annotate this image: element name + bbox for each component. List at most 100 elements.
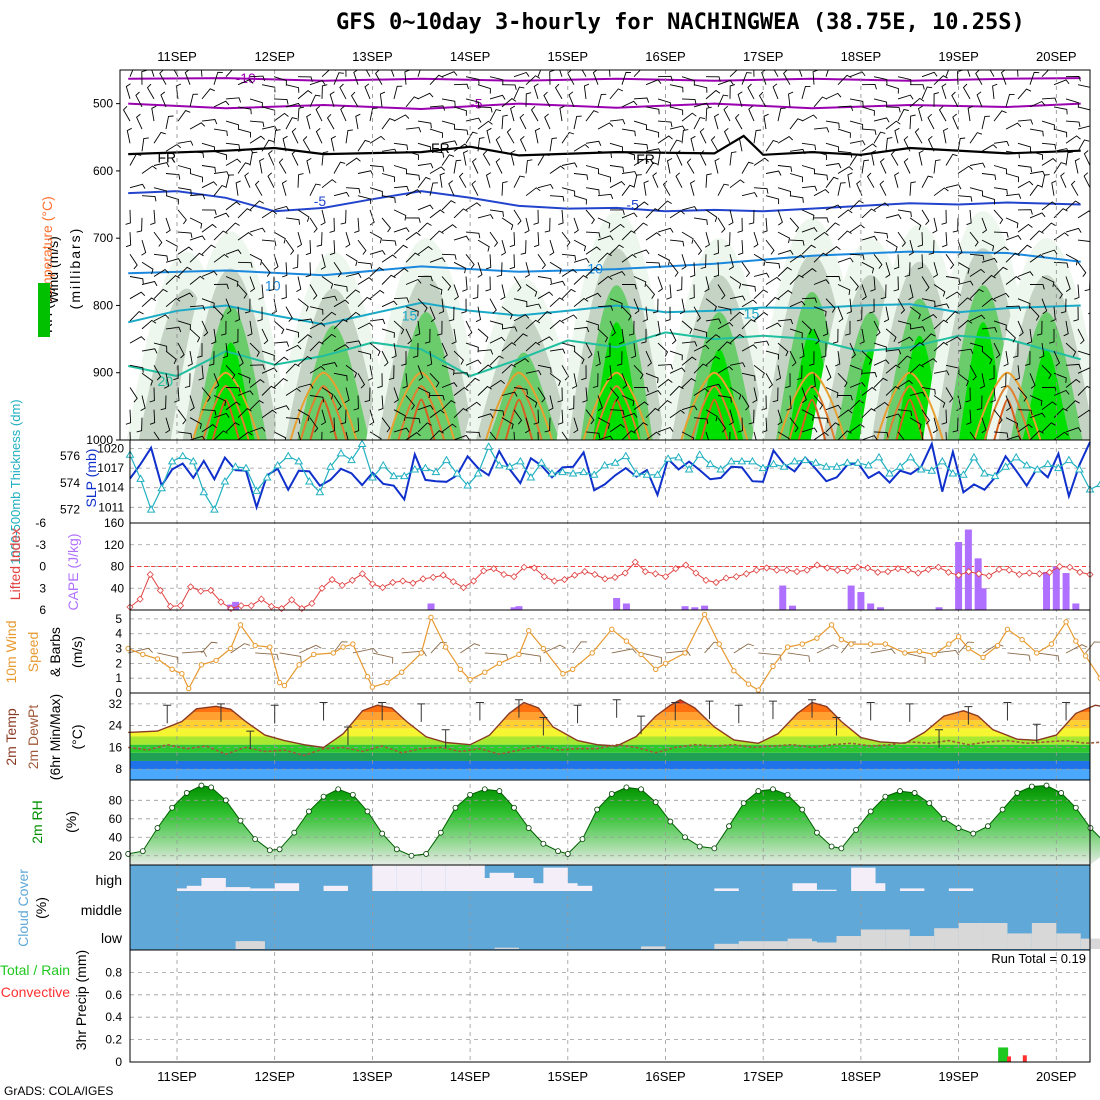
wind10m-point-52 bbox=[838, 636, 845, 643]
wind-barb bbox=[952, 113, 959, 130]
wind-barb bbox=[273, 341, 290, 347]
ua-y-tick-2: 700 bbox=[93, 231, 113, 245]
thickness-marker-71 bbox=[874, 452, 884, 461]
wind-barb bbox=[630, 343, 637, 359]
wind-barb bbox=[873, 98, 888, 108]
wind-barb bbox=[705, 431, 710, 440]
wind-barb bbox=[225, 249, 242, 255]
thickness-marker-40 bbox=[547, 468, 557, 477]
wind10m-barb-58 bbox=[934, 650, 960, 656]
wind-barb bbox=[465, 131, 478, 144]
wind-barb bbox=[177, 110, 191, 122]
wind-barb bbox=[597, 275, 613, 285]
li-marker-12 bbox=[247, 602, 255, 610]
temp-minmax-bar-16 bbox=[705, 700, 714, 720]
wind-barb bbox=[825, 204, 842, 211]
wind10m-point-23 bbox=[418, 650, 424, 656]
wind-barb bbox=[825, 70, 829, 77]
thickness-marker-50 bbox=[653, 470, 662, 478]
li-marker-20 bbox=[328, 575, 336, 584]
thickness-marker-88 bbox=[1053, 463, 1063, 472]
thickness-marker-68 bbox=[842, 458, 852, 466]
wind-barb bbox=[405, 96, 419, 108]
wind-barb bbox=[417, 204, 434, 211]
wind-barb bbox=[549, 297, 565, 308]
ua-ylabel-temperature: Temperature (°C) bbox=[39, 196, 55, 304]
wind-barb bbox=[933, 159, 941, 174]
wind-barb bbox=[377, 373, 383, 389]
wind-barb bbox=[1005, 217, 1019, 229]
wind-barb bbox=[657, 227, 674, 233]
wind-barb bbox=[309, 341, 324, 352]
wind-barb bbox=[941, 409, 947, 425]
wind-barb bbox=[357, 261, 373, 269]
wind-barb bbox=[861, 83, 877, 90]
wind-barb bbox=[489, 379, 505, 388]
wind-barb bbox=[1089, 431, 1090, 433]
wind-barb bbox=[153, 131, 166, 144]
wind10m-point-49 bbox=[799, 641, 805, 647]
wind-barb bbox=[737, 217, 743, 233]
wind-barb bbox=[729, 311, 745, 322]
wind-barb bbox=[1070, 180, 1079, 196]
ua-rh-legend-swatch bbox=[38, 283, 50, 337]
wind-barb bbox=[957, 165, 973, 174]
wind-barb bbox=[741, 344, 758, 352]
cape-bar-23 bbox=[1062, 573, 1070, 610]
wind-barb bbox=[173, 70, 179, 77]
wind-barb bbox=[417, 246, 433, 255]
temp-minmax-bar-19 bbox=[808, 699, 817, 718]
wind-barb bbox=[1063, 320, 1069, 337]
temp-minmax-bar-12 bbox=[573, 704, 582, 724]
isotherm-label-11: 20 bbox=[157, 373, 173, 389]
wind-barb bbox=[967, 105, 973, 122]
cape-bar-11 bbox=[789, 605, 797, 610]
wind-barb bbox=[357, 322, 374, 330]
wind-barb bbox=[513, 314, 530, 322]
wind-barb bbox=[777, 249, 794, 255]
wind-barb bbox=[141, 70, 147, 85]
wind-barb bbox=[729, 387, 742, 400]
li-marker-67 bbox=[803, 566, 811, 574]
wind-barb bbox=[261, 328, 269, 345]
wind-barb bbox=[1083, 150, 1090, 166]
li-marker-33 bbox=[459, 583, 468, 592]
wind-barb bbox=[485, 172, 492, 188]
wind-barb bbox=[917, 105, 924, 122]
wind-barb bbox=[705, 209, 718, 223]
thickness-marker-5 bbox=[178, 451, 188, 460]
x-label-bottom-6: 17SEP bbox=[743, 1069, 783, 1084]
wind-barb bbox=[201, 244, 216, 255]
wind-barb bbox=[753, 431, 757, 440]
wind-barb bbox=[693, 239, 703, 255]
thickness-marker-19 bbox=[326, 462, 335, 470]
wind-barb bbox=[501, 342, 517, 352]
wind-barb bbox=[1029, 306, 1040, 321]
wind-barb bbox=[777, 165, 793, 172]
wind-barb bbox=[689, 262, 696, 278]
wind-barb bbox=[676, 276, 683, 292]
wind-barb bbox=[259, 158, 265, 174]
wind-barb bbox=[559, 70, 563, 77]
wind-barb bbox=[808, 351, 815, 366]
wind-barb bbox=[693, 306, 701, 322]
wind10m-point-13 bbox=[281, 682, 288, 689]
wind-barb bbox=[234, 306, 240, 322]
wind-barb bbox=[993, 431, 1009, 439]
wind-barb bbox=[249, 75, 266, 82]
wind-barb bbox=[914, 128, 923, 144]
wind-barb bbox=[945, 311, 960, 322]
wind-barb bbox=[402, 373, 408, 389]
li-marker-88 bbox=[1015, 570, 1023, 579]
wind-barb bbox=[909, 97, 925, 108]
wind-barb bbox=[825, 163, 842, 169]
wind-barb bbox=[903, 136, 911, 152]
wind-barb bbox=[401, 351, 407, 366]
wind10m-barb-26 bbox=[460, 643, 481, 654]
wind-barb bbox=[1053, 284, 1063, 299]
wind-barb bbox=[777, 266, 792, 277]
wind-barb bbox=[125, 232, 132, 248]
wind-barb bbox=[1005, 173, 1019, 183]
rh-point-64 bbox=[1043, 782, 1050, 789]
